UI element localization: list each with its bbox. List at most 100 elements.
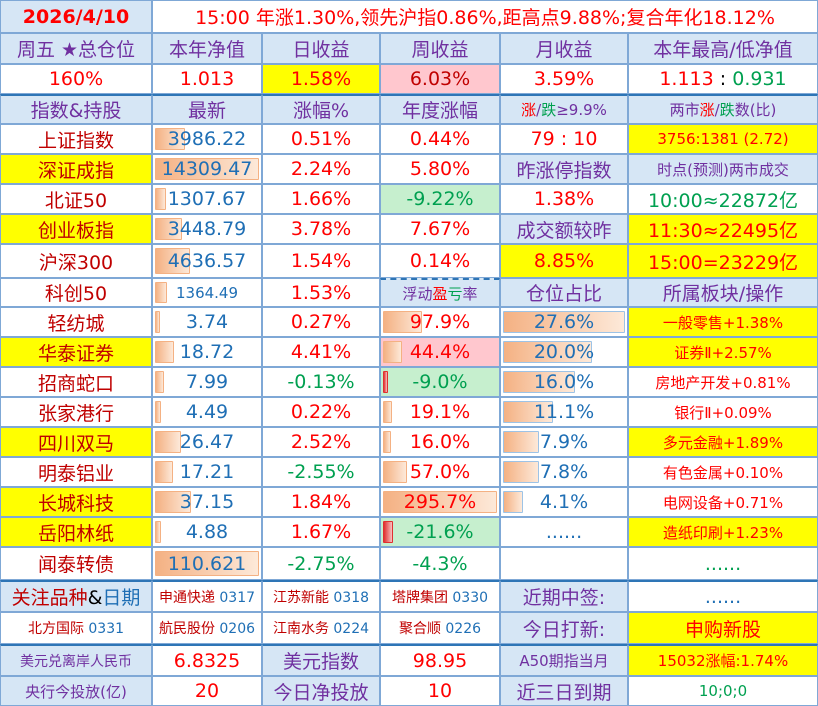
index-row-cell: 北证50 (0, 184, 152, 214)
cell-text: 本年最高/低净值 (653, 39, 793, 61)
index-header-row-cell: 年度涨幅 (380, 94, 500, 124)
index-row-cell: 5.80% (380, 154, 500, 184)
cell-text: 电网设备+0.71% (662, 493, 784, 512)
text-part: 两市 (669, 101, 700, 119)
index-header-row-cell: 涨幅% (262, 94, 380, 124)
holding-row-cell: 16.0% (500, 367, 628, 397)
index-row-cell: 仓位占比 (500, 278, 628, 307)
cell-text: 最新 (187, 100, 226, 122)
text-part: 0330 (447, 589, 489, 606)
watchlist-row-cell: 申通快递 0317 (152, 580, 262, 612)
text-part: 江苏新能 (272, 589, 329, 606)
summary-value-row-cell: 6.03% (380, 64, 500, 94)
holding-row-cell: 7.8% (500, 457, 628, 487)
holding-row-cell: 97.9% (380, 307, 500, 337)
index-header-row-cell: 涨/跌≥9.9% (500, 94, 628, 124)
index-row-cell: 深证成指 (0, 154, 152, 184)
cell-text: 申购新股 (684, 618, 761, 641)
summary-header-row-cell: 本年净值 (152, 33, 262, 64)
index-row-cell: 11:30≈22495亿 (628, 214, 818, 244)
holding-row-cell: 电网设备+0.71% (628, 487, 818, 517)
cell-text: 10:00≈22872亿 (647, 189, 799, 212)
cell-text: 6.8325 (173, 649, 241, 672)
cell-text: 近三日到期 (516, 681, 612, 704)
holding-row-cell: 1.67% (262, 517, 380, 547)
watchlist-row-cell: 近期中签: (500, 580, 628, 612)
cell-text: 0.51% (290, 128, 352, 150)
data-bar (383, 341, 402, 363)
cell-text: 16.0% (533, 371, 595, 393)
cell-text: 华泰证券 (37, 342, 114, 365)
data-bar (503, 341, 592, 363)
cell-text: 11.1% (533, 401, 595, 423)
holding-row-cell: -0.13% (262, 367, 380, 397)
cell-text: ...... (704, 552, 742, 575)
cell-text: 4.49 (185, 401, 229, 423)
holding-row-cell: 有色金属+0.10% (628, 457, 818, 487)
market-row-cell: 15032涨幅:1.74% (628, 644, 818, 676)
cell-text: 2.52% (290, 431, 352, 453)
cell-text: 57.0% (409, 461, 471, 483)
holding-row-cell: 一般零售+1.38% (628, 307, 818, 337)
cell-text: 指数&持股 (30, 100, 122, 122)
cell-text: 4.1% (539, 491, 589, 513)
holding-row-cell: 37.15 (152, 487, 262, 517)
cell-text: 1.58% (290, 68, 352, 90)
cell-text: 周五 ★总仓位 (16, 39, 136, 61)
cell-text: 所属板块/操作 (662, 283, 784, 305)
holding-row-cell: 证券Ⅱ+2.57% (628, 337, 818, 367)
cell-text: 4.41% (290, 341, 352, 363)
text-part: : (713, 68, 733, 90)
cell-text: 97.9% (409, 311, 471, 333)
index-row-cell: -9.22% (380, 184, 500, 214)
text-part: 航民股份 (158, 621, 215, 637)
cell-text: 1.013 (179, 68, 235, 90)
text-part: 江南水务 (272, 621, 329, 637)
index-header-row-cell: 指数&持股 (0, 94, 152, 124)
cell-text: 北证50 (44, 189, 108, 212)
holding-row-cell: 华泰证券 (0, 337, 152, 367)
cell-text: 浮动盈亏率 (402, 283, 477, 304)
cell-text: 10;0;0 (698, 682, 748, 700)
text-part: 涨 (699, 101, 715, 119)
cell-text: 仓位占比 (525, 283, 602, 305)
index-row-cell: 2.24% (262, 154, 380, 184)
index-header-row-cell: 最新 (152, 94, 262, 124)
cell-text: -21.6% (406, 521, 474, 543)
index-row-cell: 3756:1381 (2.72) (628, 124, 818, 154)
cell-text: -9.0% (412, 371, 468, 393)
holding-row-cell: 7.9% (500, 427, 628, 457)
text-part: 关注品种 (11, 587, 88, 609)
cell-text: 3756:1381 (2.72) (657, 130, 789, 148)
data-bar (155, 551, 259, 576)
cell-text: 1364.49 (175, 283, 239, 302)
holding-row-cell: -2.55% (262, 457, 380, 487)
cell-text: 涨幅% (292, 100, 350, 122)
index-row-cell: 1.53% (262, 278, 380, 307)
cell-text: 本年净值 (168, 39, 245, 61)
cell-text: 4636.57 (167, 250, 247, 272)
cell-text: 关注品种&日期 (12, 583, 141, 610)
cell-text: 证券Ⅱ+2.57% (674, 343, 772, 362)
data-bar (383, 311, 423, 333)
watchlist-row-cell: 北方国际 0331 (0, 612, 152, 644)
cell-text: 月收益 (535, 39, 593, 61)
holding-row-cell: -9.0% (380, 367, 500, 397)
index-row-cell: 1.66% (262, 184, 380, 214)
text-part: 0206 (214, 621, 256, 637)
data-bar (155, 341, 175, 363)
cell-text: 科创50 (44, 283, 108, 305)
text-part: 亏 (447, 284, 463, 303)
cell-text: 轻纺城 (47, 312, 105, 335)
cell-text: 岳阳林纸 (37, 522, 114, 545)
cell-text: 航民股份 0206 (159, 618, 255, 638)
cell-text: 7.9% (539, 431, 589, 453)
data-bar (155, 282, 167, 303)
cell-text: 1.84% (290, 491, 352, 513)
watchlist-row-cell: 塔牌集团 0330 (380, 580, 500, 612)
cell-text: 79 : 10 (530, 128, 598, 150)
cell-text: 27.6% (533, 311, 595, 333)
index-row-cell: 1307.67 (152, 184, 262, 214)
index-row-cell: 3448.79 (152, 214, 262, 244)
watchlist-row-cell: 关注品种&日期 (0, 580, 152, 612)
